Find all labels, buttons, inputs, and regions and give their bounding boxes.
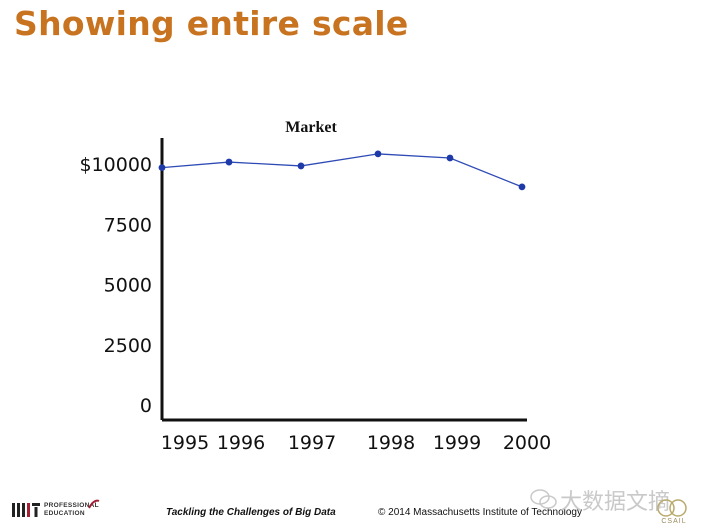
- csail-text: CSAIL: [661, 518, 687, 525]
- series-layer: [158, 150, 526, 191]
- y-tick-label: 7500: [104, 214, 152, 236]
- logo-line-1: PROFESSIONAL: [44, 502, 99, 509]
- series-line: [161, 153, 523, 188]
- data-point: [374, 150, 382, 158]
- copyright-text: © 2014 Massachusetts Institute of Techno…: [378, 507, 582, 518]
- x-tick-label: 2000: [503, 432, 551, 454]
- y-tick-label: 0: [140, 395, 152, 417]
- data-point: [158, 164, 166, 172]
- x-tick-label: 1995: [161, 432, 209, 454]
- logo-swoosh-icon: [88, 499, 100, 509]
- csail-logo: CSAIL: [644, 496, 704, 530]
- footer: PROFESSIONAL EDUCATION Tackling the Chal…: [0, 489, 709, 530]
- csail-emblem-icon: [657, 499, 687, 517]
- y-tick-labels: $10000 7500 5000 2500 0: [79, 154, 152, 417]
- x-tick-label: 1996: [217, 432, 265, 454]
- x-tick-label: 1997: [288, 432, 336, 454]
- data-point: [297, 162, 305, 170]
- chart-title: Market: [285, 119, 337, 136]
- data-point: [225, 158, 233, 166]
- x-tick-labels: 1995 1996 1997 1998 1999 2000: [161, 432, 551, 454]
- watermark-text: 大数据文摘: [560, 490, 671, 515]
- logo-line-2: EDUCATION: [44, 510, 85, 517]
- data-point: [446, 154, 454, 162]
- data-point: [518, 183, 526, 191]
- wechat-icon: [530, 489, 557, 509]
- y-tick-label: 2500: [104, 335, 152, 357]
- course-title: Tackling the Challenges of Big Data: [166, 507, 336, 518]
- mit-logo-text: PROFESSIONAL EDUCATION: [44, 502, 99, 518]
- mit-logo: [12, 503, 40, 517]
- slide-title: Showing entire scale: [14, 4, 409, 43]
- x-tick-label: 1999: [433, 432, 481, 454]
- y-tick-label: 5000: [104, 275, 152, 297]
- y-tick-label: $10000: [79, 154, 152, 176]
- chart: Market $10000 7500 5000 2500 0 1995 1996 1997 1…: [79, 119, 551, 454]
- x-tick-label: 1998: [367, 432, 415, 454]
